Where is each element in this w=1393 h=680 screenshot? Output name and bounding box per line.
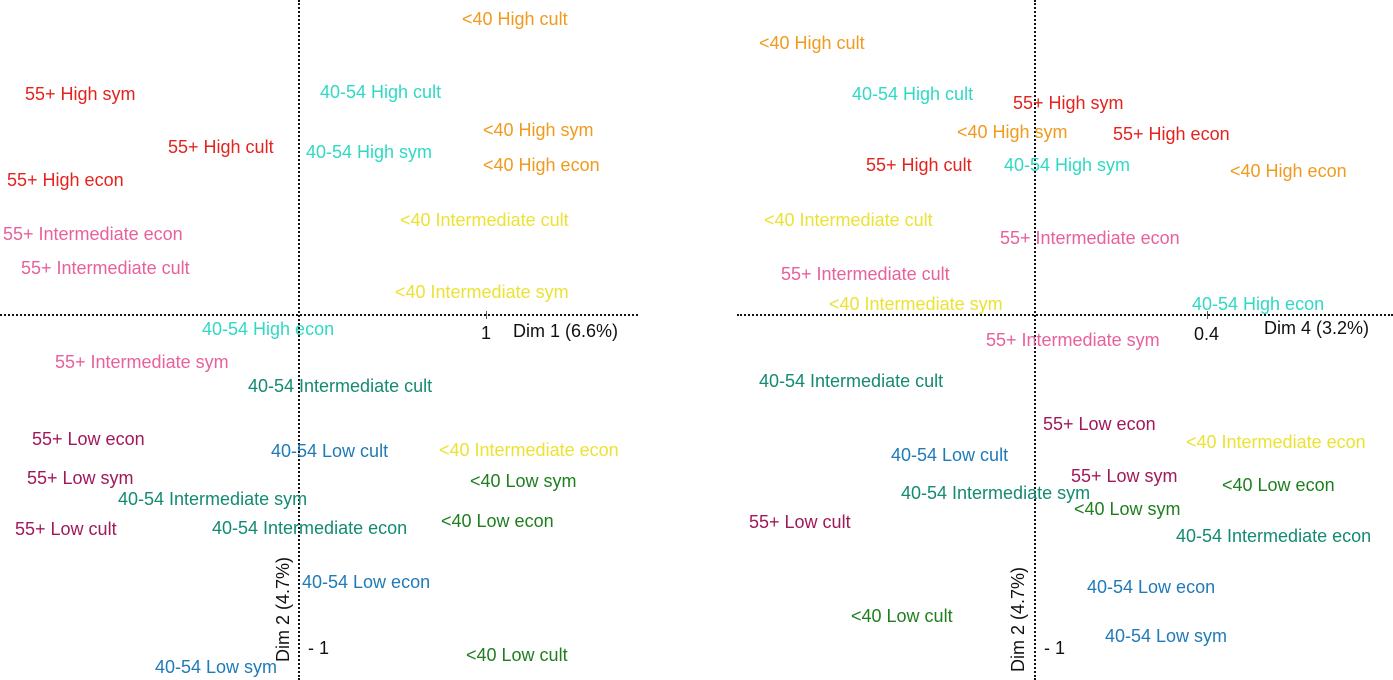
point-label: 40-54 High econ: [202, 319, 335, 339]
point-label: <40 Intermediate econ: [1186, 432, 1366, 452]
point-label: 40-54 Low econ: [302, 572, 431, 592]
point-label: 55+ Intermediate sym: [986, 330, 1160, 350]
plot-dim1-dim2: 1 Dim 1 (6.6%) - 1 Dim 2 (4.7%) <40 High…: [0, 0, 638, 680]
point-label: 40-54 High econ: [1192, 294, 1325, 314]
point-label: 55+ Intermediate sym: [55, 352, 229, 372]
point-label: 40-54 High cult: [320, 82, 442, 102]
point-label: 55+ Low econ: [32, 429, 145, 449]
point-label: 40-54 High cult: [852, 84, 974, 104]
point-label: 55+ Intermediate cult: [21, 258, 190, 278]
x-tick-label: 1: [481, 323, 492, 343]
point-label: <40 High econ: [483, 155, 600, 175]
x-axis-title: Dim 4 (3.2%): [1264, 318, 1370, 338]
point-label: 55+ High sym: [25, 84, 136, 104]
point-label: <40 Low cult: [851, 606, 953, 626]
x-axis-title: Dim 1 (6.6%): [513, 321, 619, 341]
y-axis-line: [1034, 0, 1036, 680]
x-tick-mark: [486, 311, 487, 319]
point-label: 55+ High econ: [7, 170, 124, 190]
point-label: <40 Low cult: [466, 645, 568, 665]
point-label: 40-54 High sym: [306, 142, 433, 162]
point-label: 55+ Low sym: [27, 468, 134, 488]
point-label: 55+ High cult: [866, 155, 972, 175]
point-label: <40 Intermediate sym: [395, 282, 569, 302]
point-label: <40 Low econ: [441, 511, 554, 531]
y-tick-label: - 1: [308, 638, 330, 658]
point-label: <40 Intermediate cult: [400, 210, 569, 230]
point-label: 55+ Low cult: [749, 512, 851, 532]
point-label: 40-54 Intermediate econ: [212, 518, 408, 538]
point-label: <40 Low econ: [1222, 475, 1335, 495]
point-label: 55+ Intermediate econ: [1000, 228, 1180, 248]
point-label: 55+ High cult: [168, 137, 274, 157]
point-label: 55+ Intermediate econ: [3, 224, 183, 244]
point-label: <40 Intermediate cult: [764, 210, 933, 230]
point-label: <40 High sym: [957, 122, 1068, 142]
point-label: 40-54 Low sym: [155, 657, 278, 677]
point-label: 40-54 Intermediate econ: [1176, 526, 1372, 546]
point-label: 55+ High sym: [1013, 93, 1124, 113]
point-label: 55+ Intermediate cult: [781, 264, 950, 284]
point-label: <40 Low sym: [470, 471, 577, 491]
x-tick-label: 0.4: [1194, 324, 1220, 344]
point-label: 55+ Low cult: [15, 519, 117, 539]
point-label: 40-54 Low cult: [271, 441, 389, 461]
y-axis-title: Dim 2 (4.7%): [273, 556, 293, 662]
point-label: <40 High cult: [759, 33, 865, 53]
point-label: <40 Intermediate sym: [829, 294, 1003, 314]
point-label: 40-54 Low econ: [1087, 577, 1216, 597]
point-label: 40-54 Intermediate cult: [759, 371, 944, 391]
point-label: 55+ High econ: [1113, 124, 1230, 144]
point-label: 55+ Low econ: [1043, 414, 1156, 434]
x-axis-line: [737, 314, 1393, 316]
point-label: 55+ Low sym: [1071, 466, 1178, 486]
point-label: <40 High cult: [462, 9, 568, 29]
point-label: 40-54 Intermediate sym: [118, 489, 308, 509]
point-label: 40-54 Intermediate sym: [901, 483, 1091, 503]
y-axis-line: [298, 0, 300, 680]
point-label: 40-54 Low sym: [1105, 626, 1228, 646]
x-axis-line: [0, 314, 638, 316]
y-tick-label: - 1: [1044, 638, 1066, 658]
y-axis-title: Dim 2 (4.7%): [1008, 566, 1028, 672]
point-label: 40-54 High sym: [1004, 155, 1131, 175]
point-label: <40 Intermediate econ: [439, 440, 619, 460]
x-tick-mark: [1207, 311, 1208, 319]
point-label: 40-54 Intermediate cult: [248, 376, 433, 396]
point-label: <40 High econ: [1230, 161, 1347, 181]
point-label: <40 High sym: [483, 120, 594, 140]
point-label: 40-54 Low cult: [891, 445, 1009, 465]
point-label: <40 Low sym: [1074, 499, 1181, 519]
